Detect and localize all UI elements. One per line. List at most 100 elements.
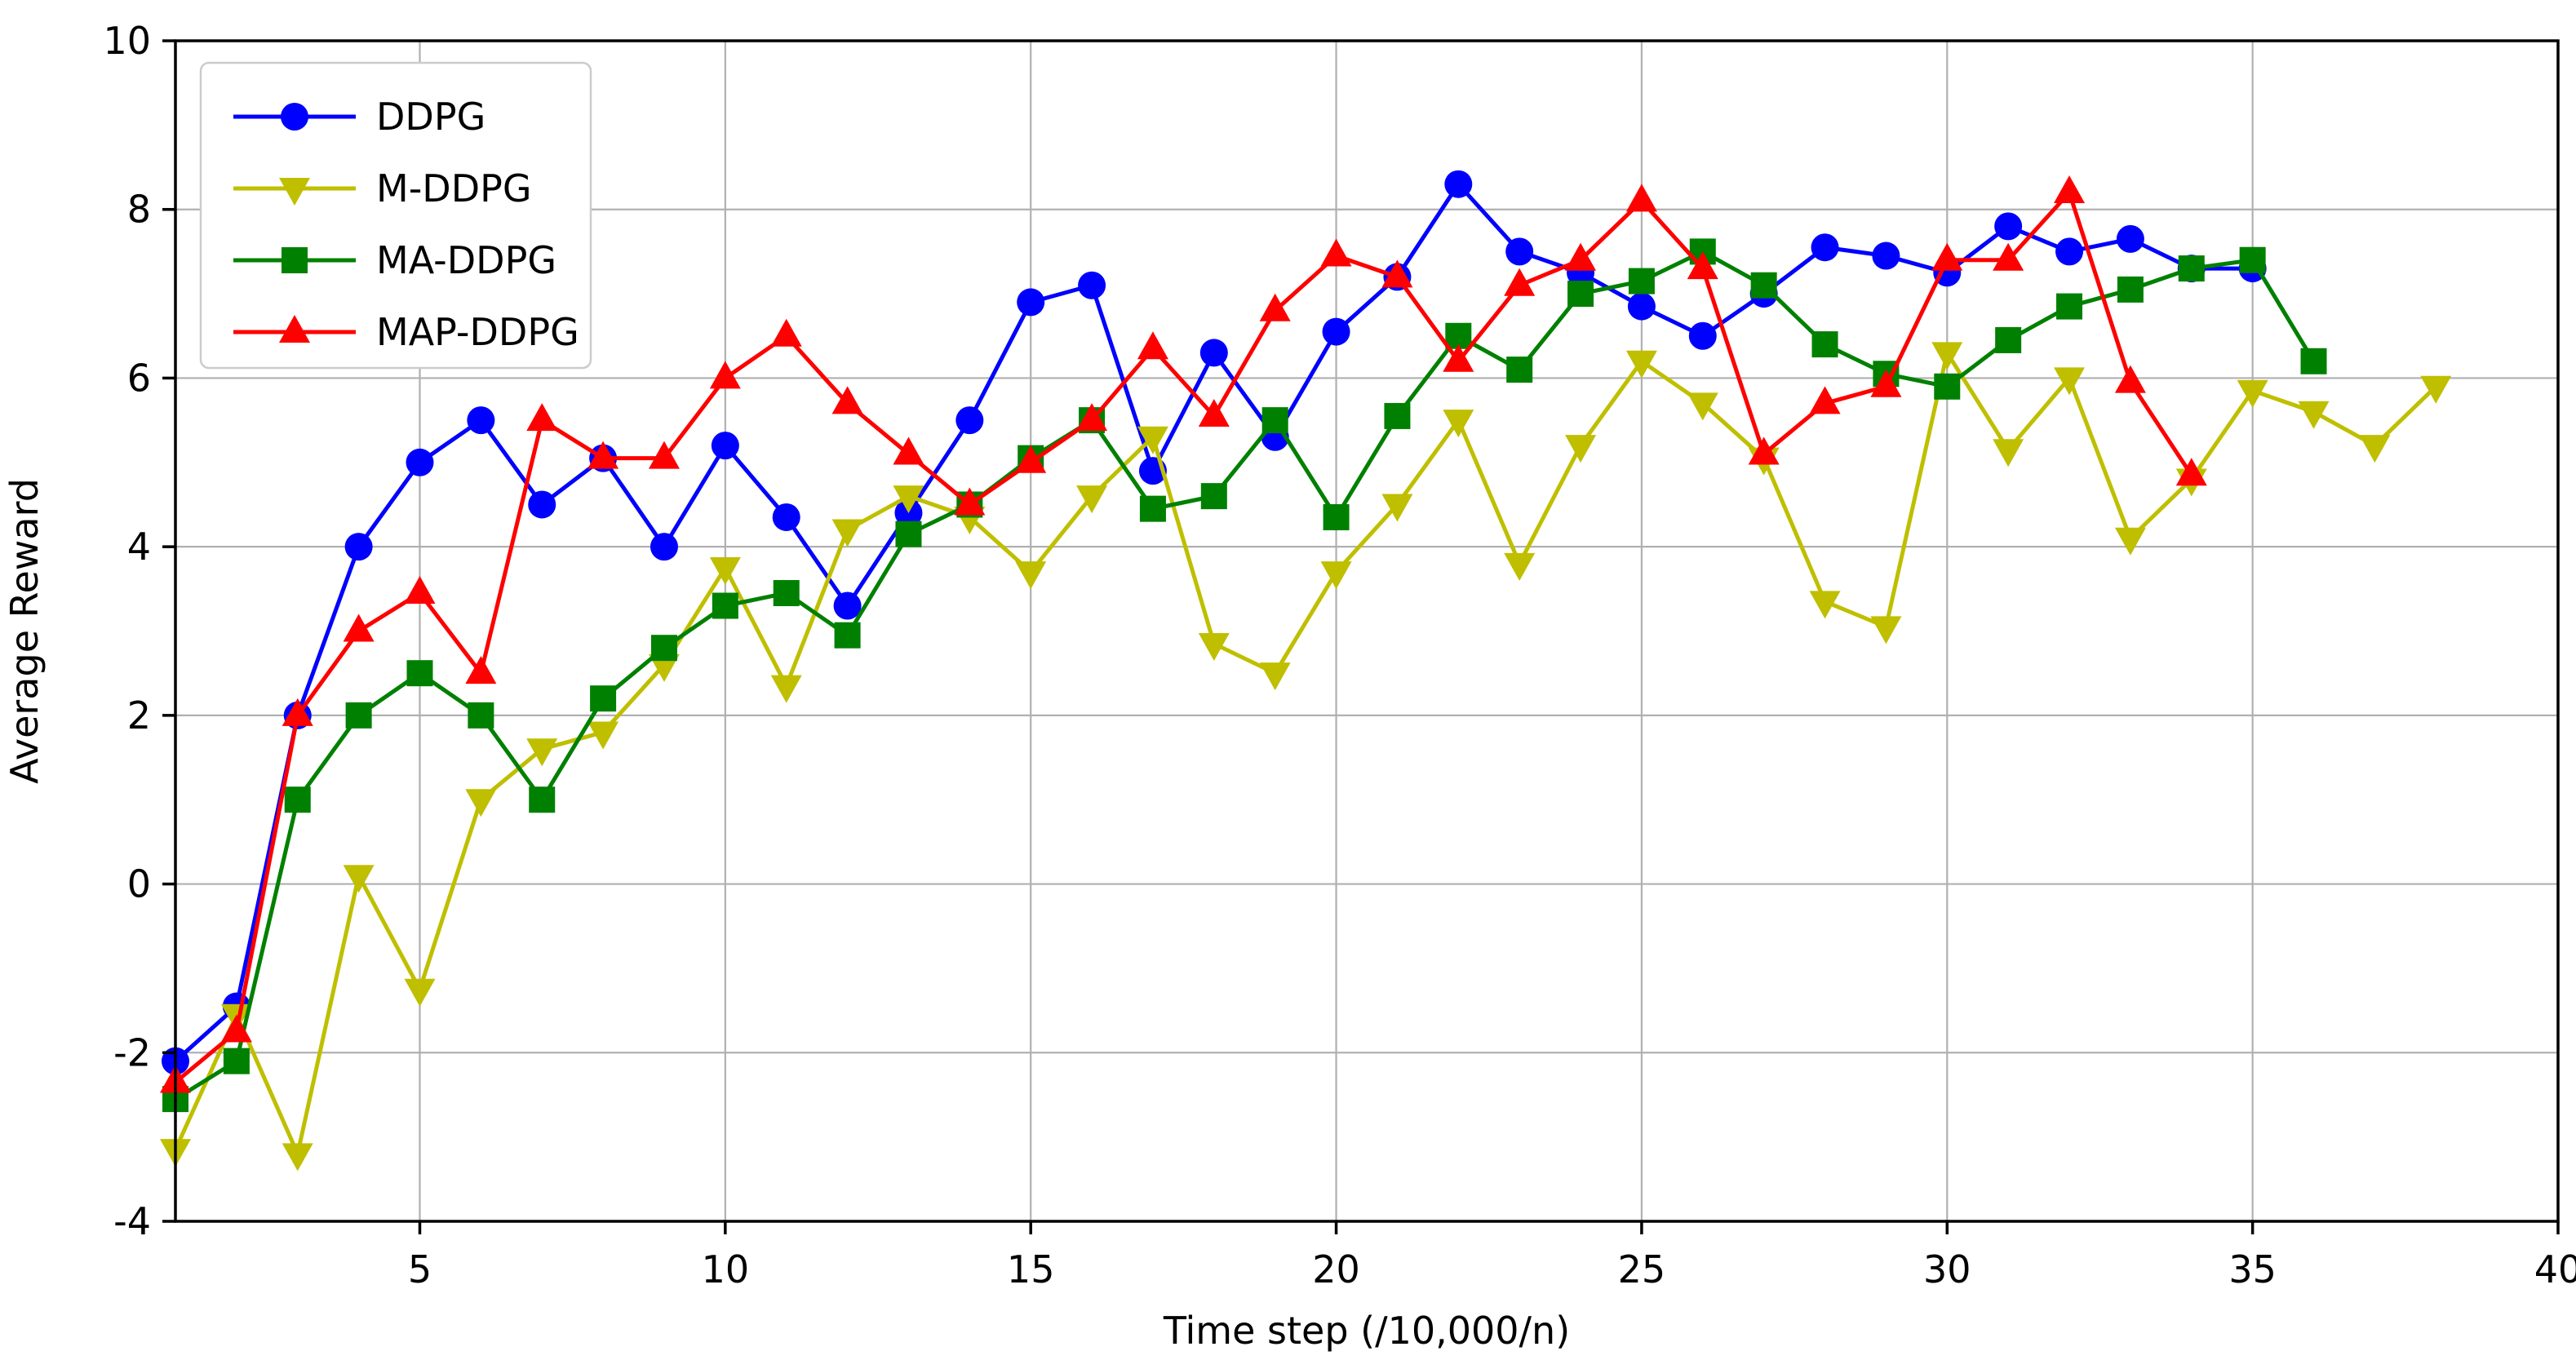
marker-M-DDPG bbox=[1931, 342, 1963, 370]
marker-MA-DDPG bbox=[2178, 255, 2205, 282]
legend-label: MA-DDPG bbox=[376, 238, 556, 282]
y-tick-label: 8 bbox=[127, 188, 151, 232]
marker-MA-DDPG bbox=[1628, 268, 1655, 295]
legend-item-MAP-DDPG: MAP-DDPG bbox=[233, 310, 579, 354]
marker-DDPG bbox=[955, 406, 984, 435]
marker-M-DDPG bbox=[893, 485, 924, 514]
marker-DDPG bbox=[2116, 224, 2144, 253]
marker-M-DDPG bbox=[1137, 426, 1168, 454]
marker-DDPG bbox=[1322, 317, 1350, 346]
series-line-MAP-DDPG bbox=[174, 190, 2193, 1084]
y-tick-label: 0 bbox=[127, 862, 151, 906]
x-tick-label: 35 bbox=[2228, 1247, 2277, 1291]
marker-MAP-DDPG bbox=[526, 403, 558, 432]
marker-MAP-DDPG bbox=[1748, 436, 1780, 465]
marker-MAP-DDPG bbox=[404, 575, 436, 604]
marker-MA-DDPG bbox=[529, 786, 556, 813]
series-line-M-DDPG bbox=[173, 350, 2437, 1156]
x-tick-label: 25 bbox=[1618, 1247, 1666, 1291]
legend: DDPG M-DDPG MA-DDPG MAP-DDPG bbox=[199, 61, 592, 370]
marker-M-DDPG bbox=[2359, 435, 2391, 463]
marker-MA-DDPG bbox=[2056, 293, 2083, 320]
grid-lines bbox=[175, 39, 2560, 1223]
marker-MAP-DDPG bbox=[2175, 458, 2207, 486]
marker-MA-DDPG bbox=[1506, 357, 1533, 383]
marker-MAP-DDPG bbox=[1625, 184, 1657, 212]
marker-M-DDPG bbox=[1015, 561, 1047, 590]
y-tick-label: 4 bbox=[127, 525, 151, 569]
marker-MAP-DDPG bbox=[1687, 251, 1718, 280]
marker-DDPG bbox=[1078, 271, 1106, 299]
marker-MA-DDPG bbox=[2117, 276, 2144, 303]
marker-M-DDPG bbox=[648, 653, 680, 682]
marker-DDPG bbox=[2055, 237, 2084, 266]
x-tick-label: 20 bbox=[1312, 1247, 1360, 1291]
legend-label: MAP-DDPG bbox=[376, 310, 579, 354]
marker-M-DDPG bbox=[2054, 367, 2086, 396]
marker-MA-DDPG bbox=[650, 635, 677, 662]
marker-MAP-DDPG bbox=[1076, 403, 1108, 432]
marker-MA-DDPG bbox=[468, 702, 494, 729]
marker-MA-DDPG bbox=[773, 579, 800, 606]
marker-M-DDPG bbox=[1381, 494, 1413, 522]
marker-DDPG bbox=[1811, 233, 1839, 262]
marker-DDPG bbox=[1505, 237, 1534, 266]
legend-swatch-marker bbox=[282, 247, 308, 273]
marker-DDPG bbox=[1017, 288, 1045, 317]
marker-DDPG bbox=[467, 406, 495, 435]
series-layer bbox=[160, 170, 2452, 1172]
legend-item-MA-DDPG: MA-DDPG bbox=[233, 238, 556, 282]
marker-MAP-DDPG bbox=[1259, 293, 1291, 321]
marker-DDPG bbox=[1872, 241, 1900, 270]
marker-MAP-DDPG bbox=[220, 1014, 252, 1043]
marker-MAP-DDPG bbox=[954, 487, 986, 516]
marker-MAP-DDPG bbox=[587, 441, 619, 469]
marker-MA-DDPG bbox=[2300, 348, 2327, 374]
legend-swatch-marker bbox=[281, 103, 308, 131]
marker-MAP-DDPG bbox=[465, 656, 497, 684]
marker-M-DDPG bbox=[2114, 527, 2146, 556]
marker-M-DDPG bbox=[2237, 379, 2268, 408]
marker-DDPG bbox=[1199, 339, 1228, 367]
marker-MAP-DDPG bbox=[2054, 175, 2086, 204]
y-tick-label: 6 bbox=[127, 356, 151, 400]
marker-M-DDPG bbox=[1565, 435, 1597, 463]
marker-M-DDPG bbox=[282, 1143, 313, 1172]
marker-MA-DDPG bbox=[406, 660, 433, 687]
series-MA-DDPG bbox=[162, 238, 2327, 1113]
marker-M-DDPG bbox=[1320, 561, 1352, 590]
marker-MA-DDPG bbox=[1139, 495, 1166, 522]
marker-DDPG bbox=[1627, 292, 1656, 321]
marker-DDPG bbox=[650, 533, 678, 561]
marker-MA-DDPG bbox=[1200, 483, 1227, 510]
marker-DDPG bbox=[772, 503, 800, 531]
marker-MAP-DDPG bbox=[1504, 268, 1536, 296]
marker-M-DDPG bbox=[1809, 591, 1841, 619]
y-axis-label: Average Reward bbox=[2, 478, 47, 784]
marker-DDPG bbox=[528, 490, 556, 519]
marker-M-DDPG bbox=[1076, 485, 1108, 514]
y-tick-label: 2 bbox=[127, 693, 151, 738]
marker-MAP-DDPG bbox=[1809, 386, 1841, 414]
marker-MAP-DDPG bbox=[831, 386, 863, 414]
marker-M-DDPG bbox=[1870, 616, 1902, 645]
marker-MAP-DDPG bbox=[282, 698, 313, 726]
legend-box bbox=[199, 61, 592, 370]
marker-MAP-DDPG bbox=[1565, 242, 1597, 271]
marker-MA-DDPG bbox=[223, 1048, 250, 1074]
legend-item-DDPG: DDPG bbox=[233, 95, 485, 139]
y-tick-label: 10 bbox=[103, 19, 151, 63]
marker-DDPG bbox=[833, 591, 862, 620]
marker-MA-DDPG bbox=[590, 685, 617, 712]
marker-DDPG bbox=[406, 448, 434, 476]
marker-M-DDPG bbox=[1259, 662, 1291, 691]
x-axis-label: Time step (/10,000/n) bbox=[1163, 1309, 1570, 1353]
marker-M-DDPG bbox=[465, 789, 497, 817]
marker-MA-DDPG bbox=[1995, 326, 2022, 353]
y-tick-label: -2 bbox=[113, 1030, 151, 1074]
y-tick-label: -4 bbox=[113, 1199, 151, 1243]
marker-DDPG bbox=[711, 432, 739, 460]
legend-swatch-marker bbox=[279, 315, 310, 343]
marker-M-DDPG bbox=[1504, 552, 1536, 581]
